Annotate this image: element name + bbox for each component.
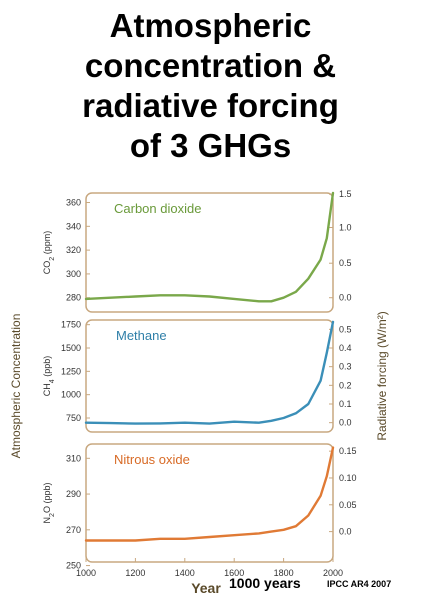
- right-tick-label-ch4: 0.5: [339, 324, 352, 334]
- left-tick-label-n2o: 270: [66, 525, 81, 535]
- left-tick-label-co2: 360: [66, 198, 81, 208]
- right-tick-label-ch4: 0.3: [339, 362, 352, 372]
- y-axis-label-n2o: N2O (ppb): [42, 483, 56, 524]
- left-tick-label-n2o: 290: [66, 489, 81, 499]
- panel-frame-n2o: [85, 443, 334, 563]
- right-tick-label-ch4: 0.2: [339, 380, 352, 390]
- left-tick-label-n2o: 250: [66, 561, 81, 571]
- right-tick-label-ch4: 0.4: [339, 343, 352, 353]
- series-line-ch4: [84, 320, 335, 425]
- left-tick-label-co2: 320: [66, 245, 81, 255]
- series-line-co2: [84, 191, 335, 303]
- right-tick-label-ch4: 0.1: [339, 399, 352, 409]
- panel-title-co2: Carbon dioxide: [114, 201, 201, 216]
- left-tick-label-ch4: 1000: [61, 390, 81, 400]
- x-ticks-group: 1000 1200 1400 1600 1800 2000: [76, 558, 343, 578]
- right-axis-label: Radiative forcing (W/m²): [375, 311, 389, 440]
- x-tick-label: 1400: [175, 568, 195, 578]
- left-axis-label: Atmospheric Concentration: [9, 314, 23, 459]
- footer-years-note: 1000 years: [229, 575, 301, 591]
- panel-frame-co2: [85, 192, 334, 313]
- panel-title-ch4: Methane: [116, 328, 167, 343]
- left-tick-label-co2: 280: [66, 293, 81, 303]
- right-tick-label-co2: 1.0: [339, 223, 352, 233]
- footer-citation: IPCC AR4 2007: [327, 579, 392, 589]
- title-line-2: concentration &: [84, 47, 337, 84]
- x-tick-label: 1800: [274, 568, 294, 578]
- panel-n2o: Nitrous oxide 250 270 290 310 0.0 0.05 0.10 0.15…: [42, 443, 357, 571]
- left-tick-label-co2: 300: [66, 269, 81, 279]
- left-tick-label-ch4: 1500: [61, 343, 81, 353]
- panels-group: Carbon dioxide 280 300 320 340 360 0.0 0.5 1.0 1.…: [42, 189, 357, 570]
- right-tick-label-co2: 0.0: [339, 293, 352, 303]
- series-line-n2o: [84, 446, 335, 542]
- right-tick-label-co2: 1.5: [339, 189, 352, 199]
- title-line-3: radiative forcing: [82, 87, 339, 124]
- panel-co2: Carbon dioxide 280 300 320 340 360 0.0 0.5 1.0 1.…: [42, 189, 352, 313]
- left-tick-label-ch4: 750: [66, 413, 81, 423]
- x-axis-label: Year: [191, 580, 221, 596]
- left-tick-label-ch4: 1250: [61, 366, 81, 376]
- right-tick-label-n2o: 0.10: [339, 473, 357, 483]
- x-tick-label: 1600: [224, 568, 244, 578]
- left-tick-label-co2: 340: [66, 221, 81, 231]
- panel-frame-ch4: [85, 319, 334, 433]
- title-line-4: of 3 GHGs: [129, 127, 292, 164]
- y-axis-label-co2: CO2 (ppm): [42, 231, 56, 274]
- figure-title: Atmospheric concentration & radiative fo…: [0, 6, 421, 166]
- left-tick-label-ch4: 1750: [61, 320, 81, 330]
- panel-title-n2o: Nitrous oxide: [114, 452, 190, 467]
- right-tick-label-n2o: 0.05: [339, 500, 357, 510]
- right-tick-label-co2: 0.5: [339, 258, 352, 268]
- title-line-1: Atmospheric: [109, 7, 312, 44]
- x-tick-label: 1200: [125, 568, 145, 578]
- x-tick-label: 2000: [323, 568, 343, 578]
- right-tick-label-n2o: 0.0: [339, 527, 352, 537]
- right-tick-label-ch4: 0.0: [339, 418, 352, 428]
- left-tick-label-n2o: 310: [66, 453, 81, 463]
- panel-ch4: Methane 750 1000 1250 1500 1750 0.0 0.1 0.2 0.3 0.…: [42, 319, 352, 433]
- right-tick-label-n2o: 0.15: [339, 446, 357, 456]
- y-axis-label-ch4: CH4 (ppb): [42, 356, 56, 396]
- x-tick-label: 1000: [76, 568, 96, 578]
